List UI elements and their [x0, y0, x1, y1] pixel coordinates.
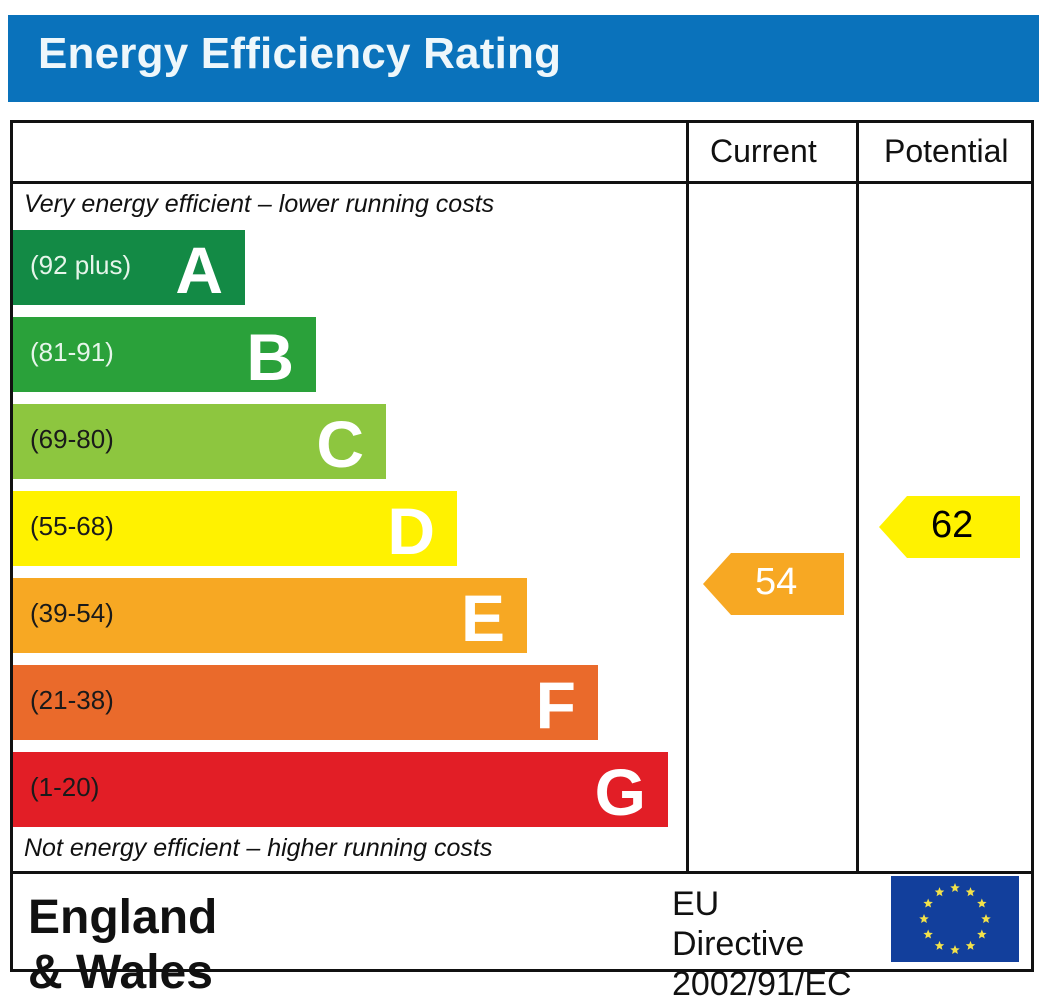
eu-directive-line1: EU Directive: [672, 885, 805, 963]
band-letter: C: [316, 407, 364, 481]
star-icon: [934, 940, 945, 950]
star-icon: [923, 898, 933, 908]
band-range-label: (69-80): [30, 424, 114, 454]
star-icon: [965, 940, 976, 950]
marker-potential: 62: [879, 496, 1020, 558]
divider-current: [686, 123, 689, 873]
star-icon: [950, 945, 960, 955]
band-letter: A: [175, 233, 223, 307]
column-header-potential: Potential: [884, 133, 1009, 169]
marker-value: 62: [931, 504, 974, 546]
band-range-label: (39-54): [30, 598, 114, 628]
star-icon: [950, 883, 960, 893]
band-e: (39-54) E: [13, 578, 527, 655]
band-range-label: (81-91): [30, 337, 114, 367]
band-letter: G: [594, 755, 646, 829]
star-icon: [923, 929, 933, 939]
region-label: England & Wales: [28, 891, 218, 999]
band-range-label: (55-68): [30, 511, 114, 541]
star-icon: [965, 887, 976, 897]
star-icon: [981, 914, 991, 924]
star-icon: [977, 929, 987, 939]
band-g: (1-20) G: [13, 752, 668, 829]
band-range-label: (92 plus): [30, 250, 132, 280]
page-title: Energy Efficiency Rating: [38, 29, 562, 78]
marker-current: 54: [703, 553, 844, 615]
marker-shape: [703, 553, 844, 615]
band-f: (21-38) F: [13, 665, 598, 742]
star-icon: [919, 914, 929, 924]
marker-value: 54: [755, 561, 798, 603]
band-a: (92 plus) A: [13, 230, 245, 307]
band-letter: B: [246, 320, 294, 394]
star-icon: [934, 887, 945, 897]
header-divider: [13, 181, 1031, 184]
star-icon: [977, 898, 987, 908]
band-d: (55-68) D: [13, 491, 457, 568]
eu-directive: EU Directive 2002/91/EC: [672, 884, 852, 1004]
band-range-label: (1-20): [30, 772, 100, 802]
rating-table: Current Potential Very energy efficient …: [10, 120, 1034, 972]
footer-divider: [13, 871, 1031, 874]
marker-shape: [879, 496, 1020, 558]
band-letter: E: [460, 581, 505, 655]
band-letter: D: [387, 494, 435, 568]
band-range-label: (21-38): [30, 685, 114, 715]
band-b: (81-91) B: [13, 317, 316, 394]
band-letter: F: [535, 668, 576, 742]
divider-potential: [856, 123, 859, 873]
column-header-current: Current: [710, 133, 817, 169]
note-not-efficient: Not energy efficient – higher running co…: [24, 834, 493, 862]
title-bar: Energy Efficiency Rating: [8, 15, 1039, 102]
note-very-efficient: Very energy efficient – lower running co…: [24, 190, 495, 218]
eu-directive-line2: 2002/91/EC: [672, 965, 852, 1003]
eu-flag-icon: [891, 876, 1019, 962]
band-c: (69-80) C: [13, 404, 386, 481]
